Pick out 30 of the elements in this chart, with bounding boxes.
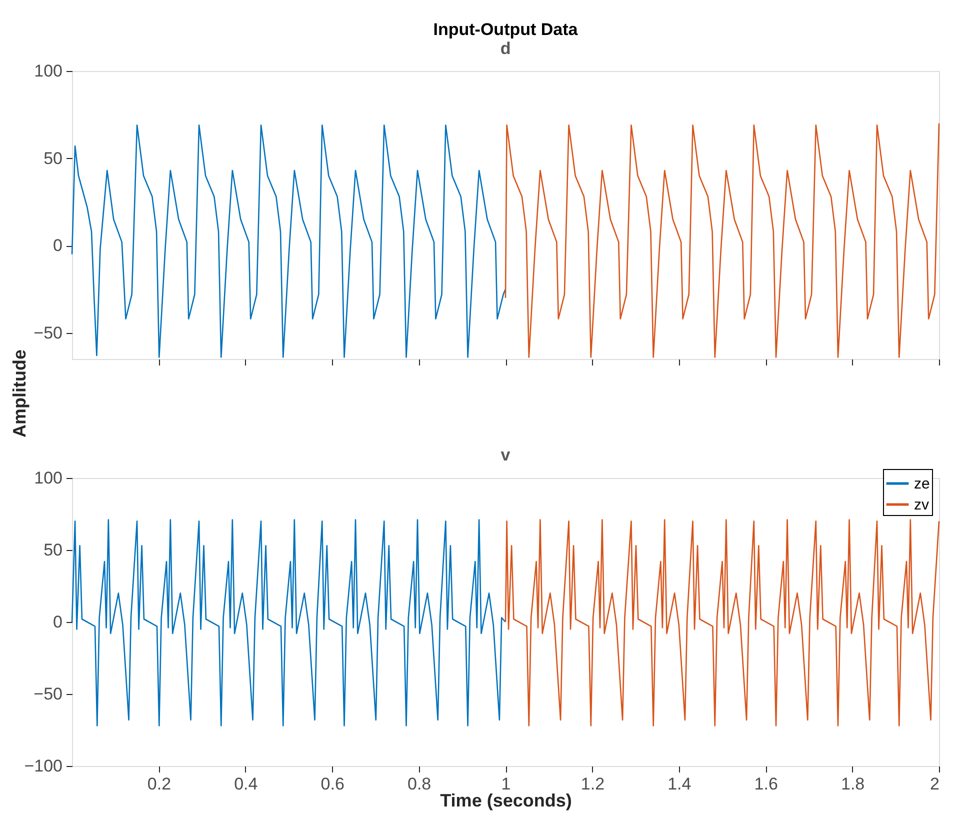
chart-title: v [500,446,511,464]
x-tick-label: 1.4 [668,774,692,794]
y-tick-label: 100 [34,468,62,488]
legend-label: ze [914,476,930,492]
y-tick-label: 100 [34,62,62,80]
x-tick-label: 0.2 [147,774,172,794]
chart-subtitle: d [500,39,511,58]
legend-label: zv [914,496,930,514]
x-tick-label: 1.8 [840,774,865,794]
x-tick-label: 0.6 [320,774,344,794]
y-tick-label: −50 [34,684,62,704]
x-axis-title: Time (seconds) [440,790,572,810]
x-tick-label: 2 [930,774,940,794]
y-tick-label: 0 [53,612,62,632]
x-tick-label: 0.8 [407,774,432,794]
x-tick-label: 0.4 [234,774,258,794]
x-tick-label: 1.6 [754,774,778,794]
x-tick-label: 1 [501,774,511,794]
chart-title: Input-Output Data [433,20,578,39]
y-tick-label: 50 [44,540,62,560]
y-tick-label: 0 [53,236,62,256]
y-tick-label: 50 [44,148,62,168]
y-tick-label: −100 [24,756,62,776]
line-series [504,519,940,726]
line-series [71,519,506,726]
y-axis-title: Amplitude [10,350,30,438]
line-series [71,124,506,358]
line-series [504,122,940,358]
x-tick-label: 1.2 [580,774,605,794]
y-tick-label: −50 [34,323,62,342]
